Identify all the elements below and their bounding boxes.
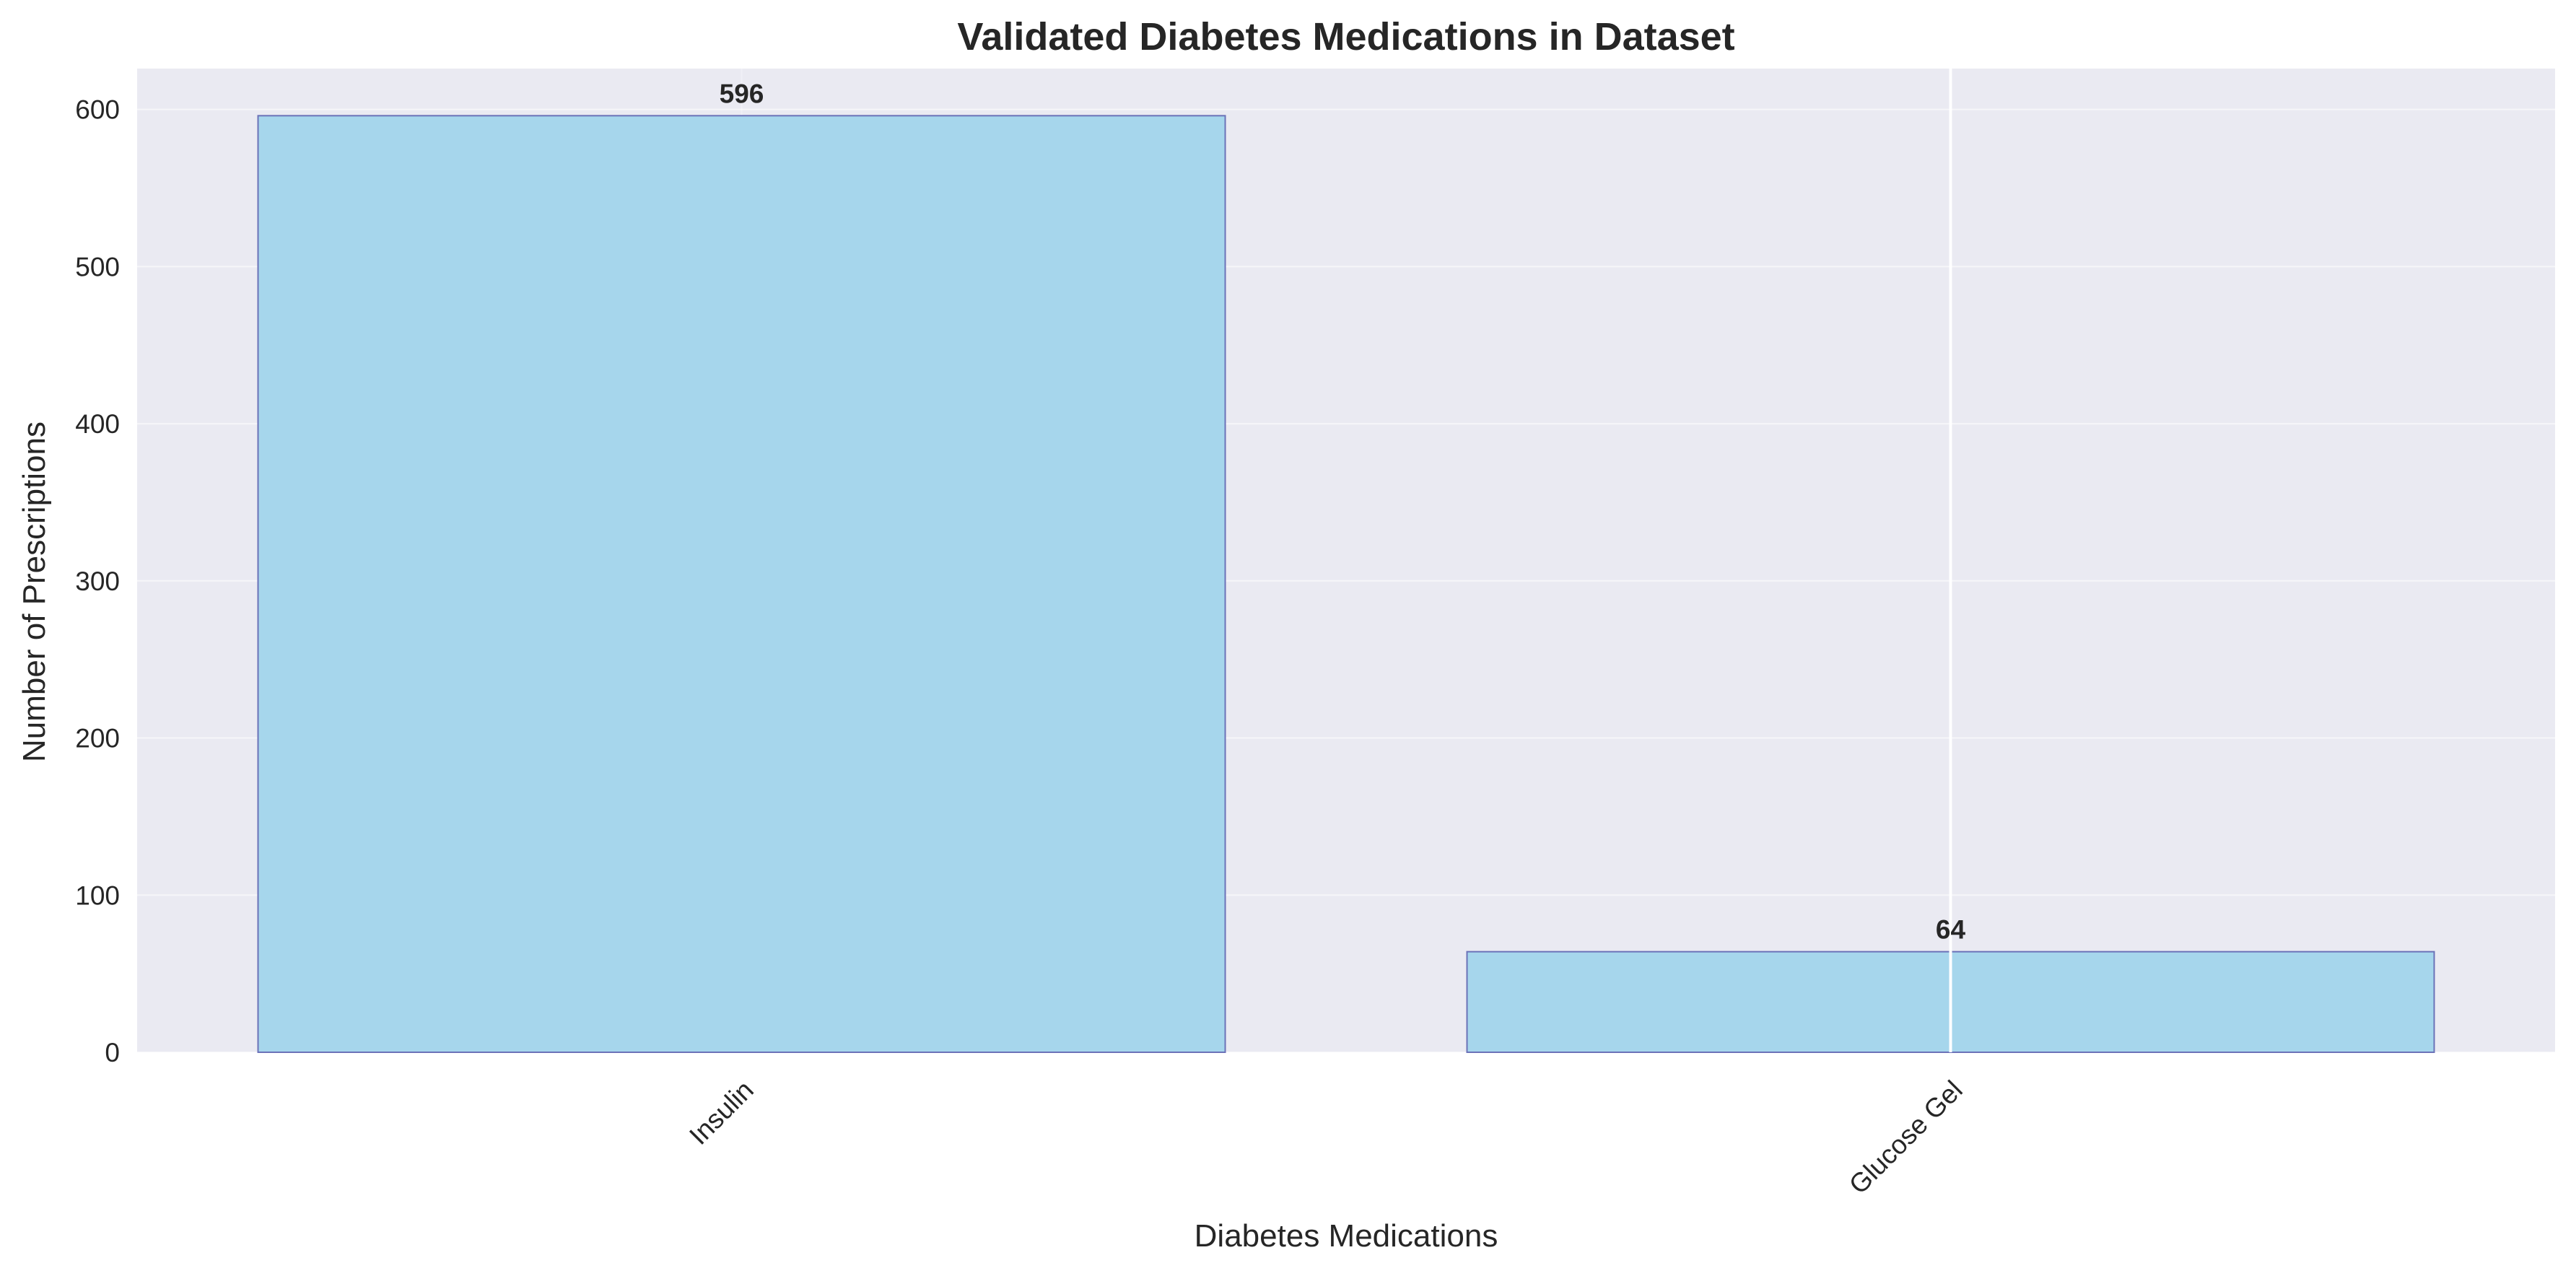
y-tick-label: 400: [75, 409, 120, 439]
y-tick-label: 600: [75, 95, 120, 125]
bars: [257, 115, 2435, 1054]
x-axis-label: Diabetes Medications: [1195, 1218, 1498, 1254]
y-axis-label: Number of Prescriptions: [17, 421, 52, 762]
chart-title: Validated Diabetes Medications in Datase…: [957, 15, 1734, 58]
y-tick-label: 100: [75, 880, 120, 910]
bar-insulin: [257, 115, 1226, 1054]
bar-value-label: 596: [720, 79, 764, 108]
bar-value-label: 64: [1936, 915, 1966, 945]
y-axis-ticks: 0 100 200 300 400 500 600: [75, 95, 120, 1067]
y-tick-label: 300: [75, 567, 120, 596]
y-tick-label: 500: [75, 252, 120, 281]
value-labels: 596 64: [720, 79, 1966, 944]
plot-area: 596 64: [137, 69, 2555, 1054]
y-tick-label: 0: [105, 1038, 120, 1067]
y-tick-label: 200: [75, 724, 120, 753]
